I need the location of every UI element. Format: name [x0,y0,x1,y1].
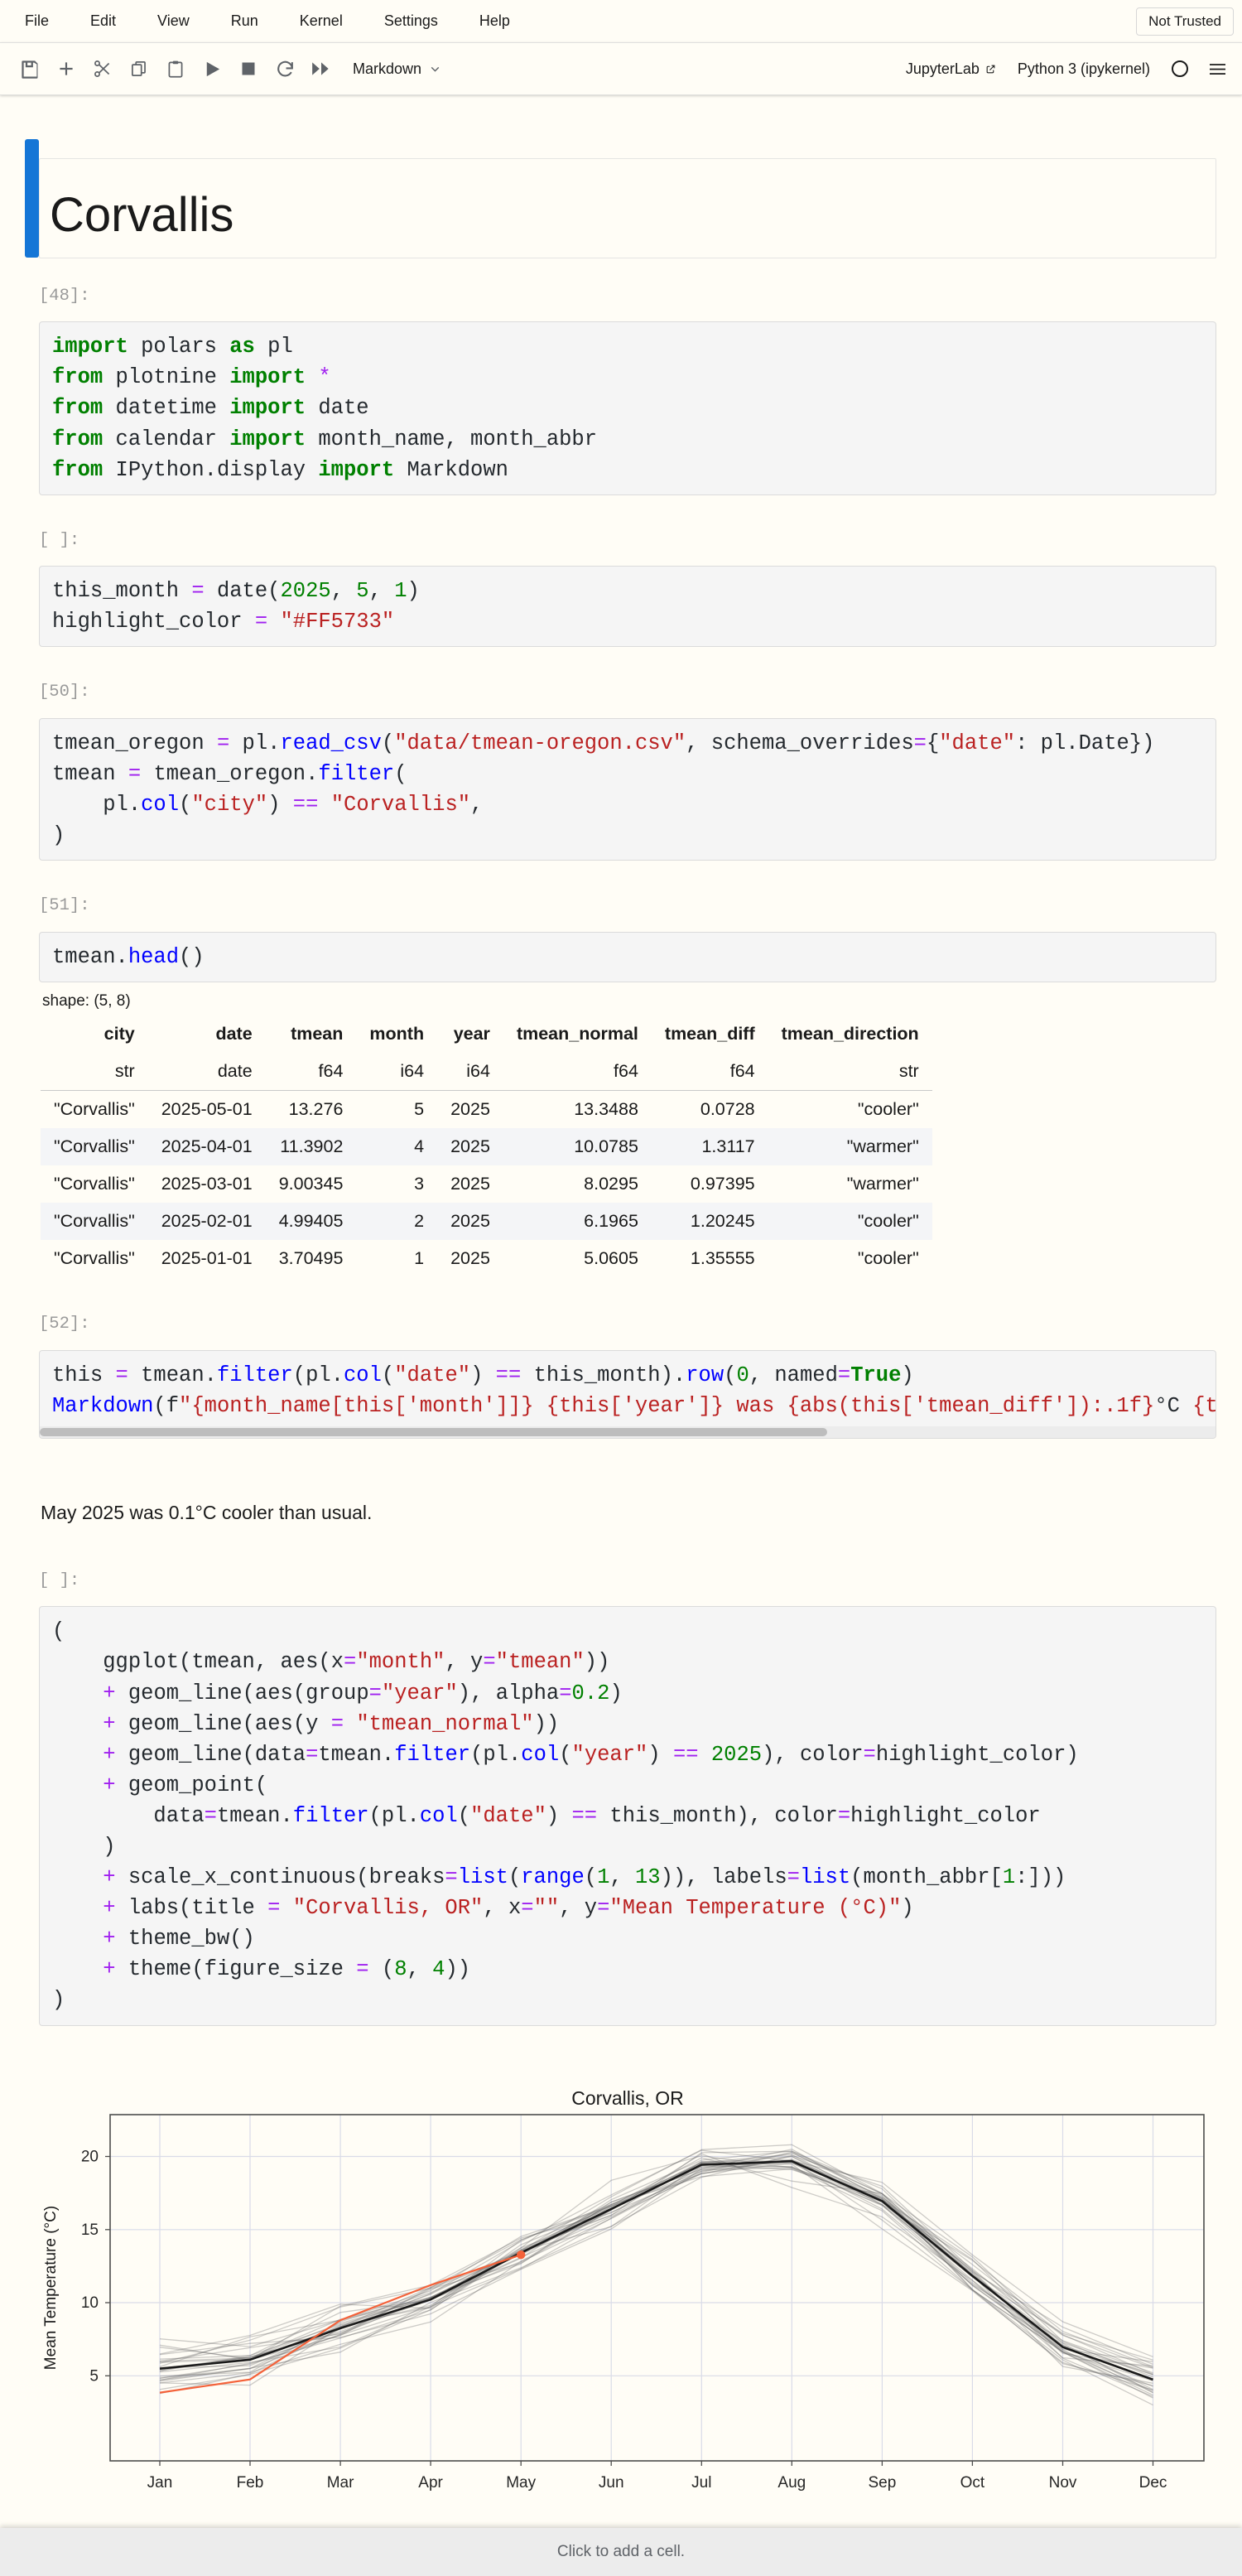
svg-text:15: 15 [81,2221,99,2239]
svg-text:5: 5 [89,2367,99,2385]
svg-text:Jul: Jul [691,2474,711,2492]
svg-text:Aug: Aug [777,2474,806,2492]
svg-text:20: 20 [81,2149,99,2166]
svg-text:Corvallis, OR: Corvallis, OR [571,2087,683,2109]
svg-text:Mean Temperature (°C): Mean Temperature (°C) [42,2206,60,2370]
svg-text:Apr: Apr [418,2474,443,2492]
svg-text:Feb: Feb [237,2474,264,2492]
svg-text:Dec: Dec [1139,2474,1167,2492]
svg-text:Jun: Jun [599,2474,624,2492]
svg-text:Nov: Nov [1049,2474,1077,2492]
svg-text:Mar: Mar [327,2474,354,2492]
svg-text:Jan: Jan [147,2474,173,2492]
svg-text:10: 10 [81,2294,99,2312]
svg-text:May: May [506,2474,536,2492]
svg-text:Sep: Sep [868,2474,896,2492]
svg-text:Oct: Oct [960,2474,985,2492]
